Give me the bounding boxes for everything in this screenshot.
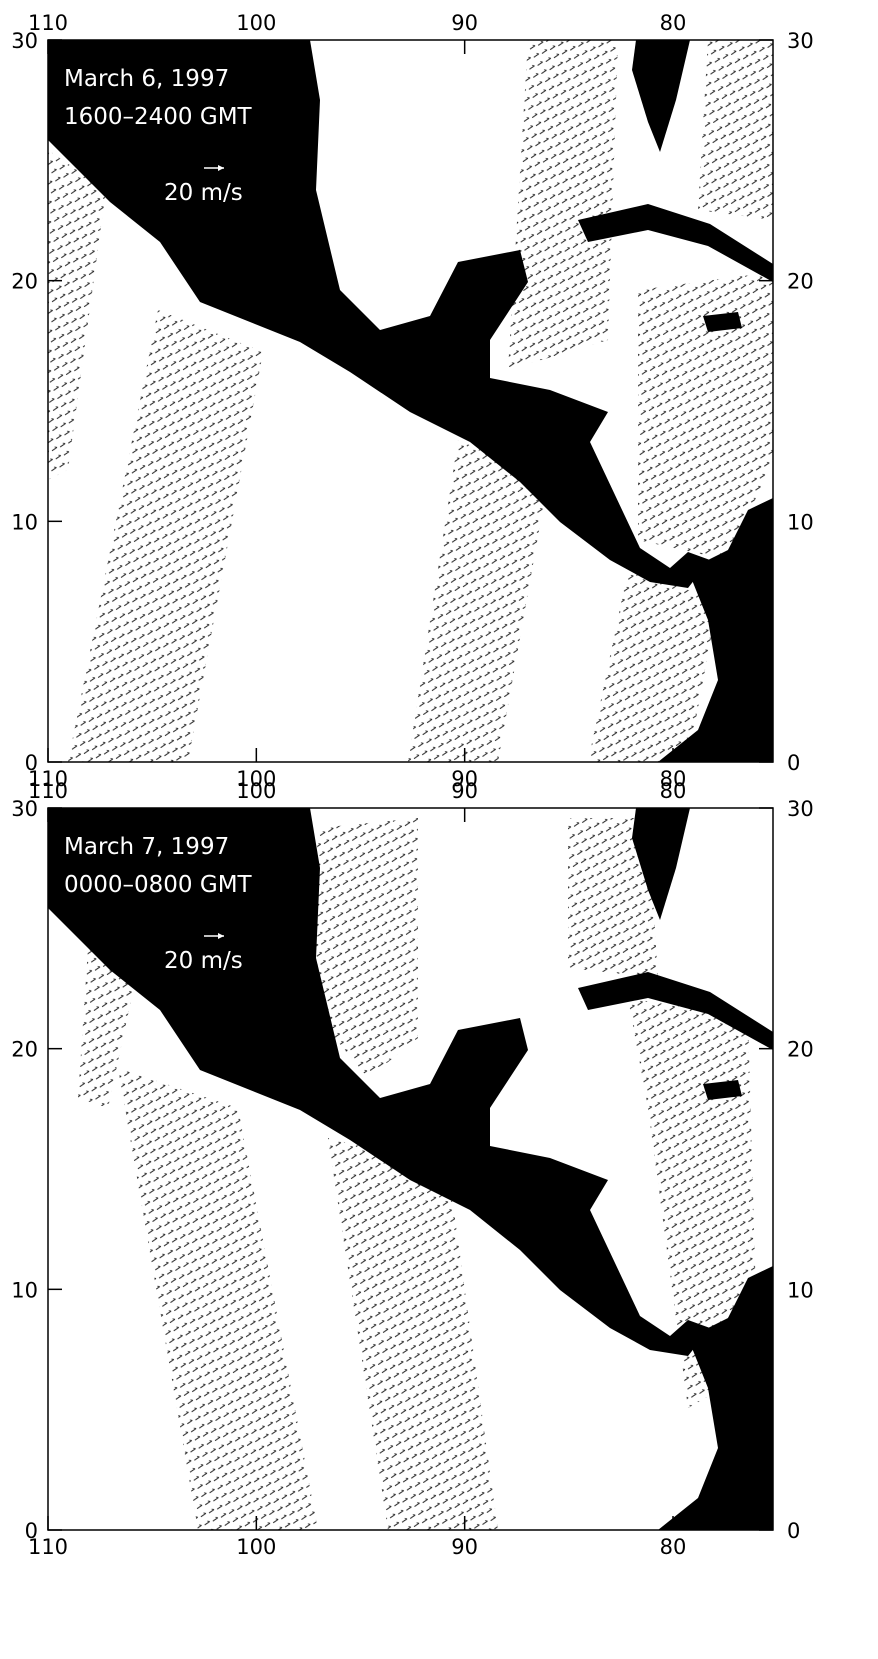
y-tick-label: 20 xyxy=(787,270,814,294)
x-tick-label: 90 xyxy=(451,779,478,803)
y-tick-label: 10 xyxy=(787,1278,814,1302)
x-tick-label: 80 xyxy=(660,11,687,35)
x-tick-label: 80 xyxy=(660,779,687,803)
y-tick-label: 30 xyxy=(11,797,38,821)
y-tick-label: 30 xyxy=(787,29,814,53)
map-content xyxy=(48,808,773,1530)
y-tick-label: 0 xyxy=(787,751,800,775)
date-label: March 6, 1997 xyxy=(64,66,229,92)
y-tick-label: 10 xyxy=(11,1278,38,1302)
y-tick-label: 20 xyxy=(11,270,38,294)
y-tick-label: 0 xyxy=(787,1519,800,1543)
x-tick-label: 100 xyxy=(236,11,276,35)
y-tick-label: 10 xyxy=(11,510,38,534)
map-content xyxy=(48,40,773,762)
y-tick-label: 30 xyxy=(11,29,38,53)
y-tick-label: 20 xyxy=(787,1038,814,1062)
y-tick-label: 0 xyxy=(25,1519,38,1543)
scale-label: 20 m/s xyxy=(164,180,243,206)
time-label: 0000–0800 GMT xyxy=(64,872,253,898)
y-tick-label: 10 xyxy=(787,510,814,534)
date-label: March 7, 1997 xyxy=(64,834,229,860)
page: 1101101001009090808000101020203030March … xyxy=(0,0,878,1659)
x-tick-label: 100 xyxy=(236,1535,276,1559)
y-tick-label: 30 xyxy=(787,797,814,821)
x-tick-label: 100 xyxy=(236,779,276,803)
map-figure: 1101101001009090808000101020203030March … xyxy=(0,0,878,1659)
y-tick-label: 0 xyxy=(25,751,38,775)
x-tick-label: 90 xyxy=(451,11,478,35)
x-tick-label: 80 xyxy=(660,1535,687,1559)
x-tick-label: 90 xyxy=(451,1535,478,1559)
time-label: 1600–2400 GMT xyxy=(64,104,253,130)
scale-label: 20 m/s xyxy=(164,948,243,974)
y-tick-label: 20 xyxy=(11,1038,38,1062)
